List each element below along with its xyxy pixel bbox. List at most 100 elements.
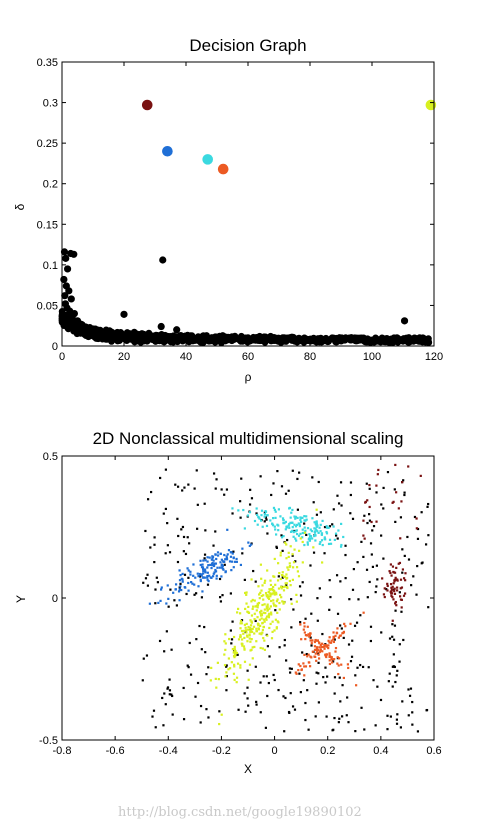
x-axis-label-decision-graph: ρ xyxy=(245,370,252,384)
mds-point xyxy=(272,575,275,578)
mds-point xyxy=(395,566,398,570)
mds-point xyxy=(274,528,277,531)
decision-point xyxy=(62,254,70,262)
mds-point xyxy=(303,665,306,668)
mds-point xyxy=(407,465,410,468)
mds-point xyxy=(168,693,171,696)
mds-point xyxy=(352,567,355,571)
mds-point xyxy=(215,686,218,689)
mds-point xyxy=(225,558,229,561)
mds-point xyxy=(398,660,401,663)
mds-point xyxy=(367,666,370,669)
mds-point xyxy=(321,543,324,547)
mds-point xyxy=(276,579,280,582)
decision-point xyxy=(65,287,73,295)
mds-point xyxy=(288,506,292,510)
mds-point xyxy=(314,527,317,530)
mds-point xyxy=(287,524,290,527)
mds-point xyxy=(288,579,292,583)
mds-point xyxy=(295,529,298,532)
mds-point xyxy=(204,651,207,654)
mds-point xyxy=(419,474,422,477)
mds-point xyxy=(195,638,198,641)
decision-point xyxy=(157,322,165,331)
mds-point xyxy=(248,637,251,640)
mds-point xyxy=(282,519,285,522)
mds-point xyxy=(246,514,250,517)
mds-point xyxy=(255,703,258,706)
mds-point xyxy=(344,544,347,547)
mds-point xyxy=(261,525,264,528)
mds-point xyxy=(396,589,399,592)
mds-point xyxy=(300,668,303,672)
mds-point xyxy=(335,632,339,635)
mds-point xyxy=(276,611,279,614)
mds-point xyxy=(315,508,318,511)
mds-point xyxy=(233,656,236,659)
mds-point xyxy=(253,519,257,523)
mds-point xyxy=(322,645,325,649)
mds-point xyxy=(304,701,307,705)
mds-point xyxy=(333,538,336,542)
mds-point xyxy=(401,700,404,703)
mds-point xyxy=(235,681,238,684)
decision-point xyxy=(182,332,190,340)
mds-point xyxy=(252,569,255,573)
mds-point xyxy=(158,639,162,643)
mds-point xyxy=(301,536,304,539)
mds-point xyxy=(240,477,243,480)
mds-point xyxy=(265,595,268,598)
mds-point xyxy=(255,640,258,643)
mds-point xyxy=(155,576,158,579)
mds-point xyxy=(189,570,192,573)
mds-point xyxy=(332,640,336,644)
mds-point xyxy=(407,714,410,717)
decision-point xyxy=(157,331,165,340)
mds-point xyxy=(316,639,319,642)
mds-point xyxy=(342,676,345,680)
mds-point xyxy=(223,493,226,496)
mds-point xyxy=(298,471,301,474)
mds-point xyxy=(338,717,341,720)
mds-point xyxy=(397,507,400,510)
mds-point xyxy=(272,482,275,485)
mds-point xyxy=(407,688,410,691)
mds-point xyxy=(244,591,247,595)
mds-point xyxy=(256,602,259,605)
mds-point xyxy=(219,561,222,564)
mds-point xyxy=(192,563,195,566)
mds-point xyxy=(326,644,329,647)
mds-point xyxy=(263,579,267,582)
mds-point xyxy=(345,714,348,717)
mds-point xyxy=(402,594,406,597)
mds-point xyxy=(393,624,397,627)
mds-point xyxy=(328,525,332,528)
mds-point xyxy=(291,526,294,529)
mds-point xyxy=(395,491,398,494)
mds-point xyxy=(311,639,314,642)
mds-point xyxy=(268,626,271,630)
mds-point xyxy=(274,583,277,586)
decision-point xyxy=(290,335,299,344)
mds-point xyxy=(327,526,330,529)
mds-point xyxy=(377,468,380,472)
mds-point xyxy=(317,652,320,655)
mds-point xyxy=(212,572,215,575)
mds-point xyxy=(301,651,304,654)
mds-point xyxy=(272,588,275,591)
mds-point xyxy=(279,577,282,581)
mds-point xyxy=(395,578,398,581)
mds-point xyxy=(290,626,293,629)
plot-area-mds xyxy=(61,455,435,741)
mds-point xyxy=(299,664,302,668)
mds-point xyxy=(328,641,331,644)
mds-point xyxy=(321,650,324,653)
mds-point xyxy=(393,571,397,574)
mds-point xyxy=(242,632,245,635)
mds-point xyxy=(313,527,316,530)
mds-point xyxy=(415,527,418,530)
decision-point xyxy=(399,337,407,345)
mds-point xyxy=(325,653,328,656)
mds-point xyxy=(318,526,321,529)
mds-point xyxy=(391,585,394,588)
